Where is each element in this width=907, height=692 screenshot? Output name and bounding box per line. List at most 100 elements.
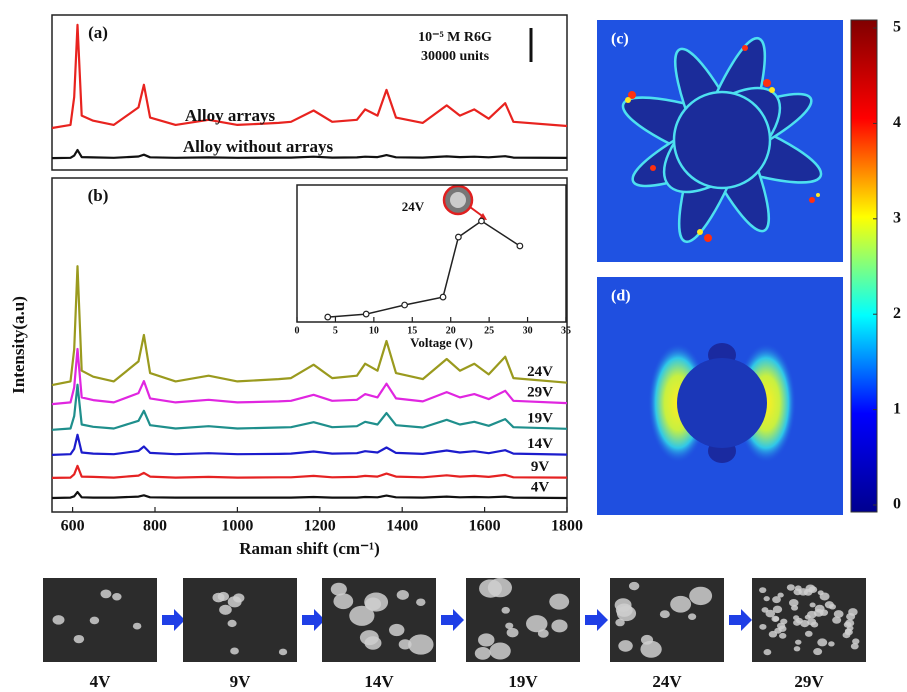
- sem-particle: [279, 649, 287, 656]
- x-tick-label: 1000: [221, 518, 253, 535]
- sem-particle: [629, 582, 639, 590]
- inset-icon: [444, 186, 487, 220]
- sem-particle: [813, 648, 822, 655]
- sem-particle: [828, 641, 835, 646]
- sem-particle: [787, 584, 795, 590]
- plot-frame: [297, 185, 566, 322]
- sem-particle: [478, 633, 494, 646]
- series-label: 24V: [527, 364, 553, 380]
- sem-particle: [538, 629, 549, 638]
- sem-particle: [670, 596, 691, 613]
- sem-particle: [365, 598, 381, 611]
- arrow: [585, 609, 608, 631]
- sem-image: [183, 578, 297, 662]
- sem-particle: [90, 617, 99, 625]
- x-tick-label: 30: [523, 325, 533, 336]
- x-axis-label: Voltage (V): [410, 335, 473, 350]
- sem-particle: [759, 624, 766, 630]
- sem-particle: [847, 625, 854, 630]
- sem-particle: [490, 643, 511, 660]
- sem-particle: [689, 587, 712, 605]
- x-tick-label: 0: [295, 325, 300, 336]
- sem-particle: [852, 638, 859, 644]
- data-point: [363, 311, 369, 317]
- sem-particle: [397, 590, 409, 600]
- colorbar-tick-label: 5: [893, 19, 901, 36]
- panel-label: (a): [88, 23, 108, 42]
- panel-c: (c): [597, 20, 843, 262]
- sem-particle: [475, 647, 491, 660]
- sem-particle: [804, 589, 813, 596]
- data-point: [517, 243, 523, 249]
- sem-particle: [331, 583, 347, 596]
- sem-particle: [618, 640, 632, 652]
- sem-particle: [810, 603, 816, 608]
- sem-particle: [846, 613, 855, 620]
- series-label: 14V: [527, 436, 553, 452]
- series-label: Alloy without arrays: [183, 137, 334, 156]
- sem-particle: [219, 605, 232, 615]
- colorbar: [851, 20, 877, 512]
- annotation: 24V: [402, 199, 425, 214]
- spectrum: [52, 385, 567, 430]
- colorbar-tick-label: 2: [893, 305, 901, 322]
- sem-particle: [825, 601, 834, 608]
- sem-label: 14V: [364, 672, 394, 691]
- data-point: [325, 314, 331, 320]
- annotation: 30000 units: [421, 49, 490, 64]
- x-tick-label: 1200: [304, 518, 336, 535]
- y-axis-label: Intensity(a.u): [9, 296, 28, 394]
- x-tick-label: 1600: [469, 518, 501, 535]
- sem-label: 29V: [794, 672, 824, 691]
- colorbar-tick-label: 3: [893, 209, 901, 226]
- sem-particle: [834, 610, 844, 618]
- sem-particle: [794, 646, 801, 651]
- data-point: [440, 294, 446, 300]
- sem-particle: [764, 649, 772, 655]
- sem-particle: [228, 620, 237, 627]
- x-tick-label: 5: [333, 325, 338, 336]
- sem-particle: [505, 623, 513, 630]
- series-label: 19V: [527, 410, 553, 426]
- data-point: [456, 234, 462, 240]
- panel-label: (d): [611, 288, 631, 305]
- sem-particle: [759, 587, 766, 593]
- sem-particle: [688, 613, 696, 620]
- colorbar-tick-label: 0: [893, 496, 901, 513]
- sem-particle: [507, 628, 519, 637]
- sem-particle: [764, 596, 770, 601]
- panel-label: (c): [611, 31, 629, 48]
- arrow: [729, 609, 752, 631]
- series-label: 9V: [531, 459, 550, 475]
- sem-particle: [112, 593, 121, 601]
- sem-particle: [777, 623, 785, 630]
- sem-particle: [479, 579, 502, 597]
- x-tick-label: 1800: [551, 518, 583, 535]
- sem-particle: [817, 638, 827, 646]
- sem-particle: [769, 631, 777, 638]
- sem-particle: [228, 596, 242, 607]
- sem-particle: [617, 606, 636, 621]
- arrow: [302, 609, 325, 631]
- panel-d: (d): [597, 277, 843, 515]
- trend-line: [328, 221, 520, 317]
- sem-particle: [777, 593, 783, 598]
- sem-particle: [779, 633, 786, 639]
- sem-particle: [230, 647, 239, 654]
- sem-particle: [843, 632, 851, 638]
- data-point: [479, 218, 485, 224]
- sem-label: 24V: [652, 672, 682, 691]
- arrow: [441, 609, 464, 631]
- sem-label: 19V: [508, 672, 538, 691]
- series-label: 29V: [527, 385, 553, 401]
- figure: (c) (d) 4V9V14V19V24V29V (a)Alloy arrays…: [0, 0, 907, 692]
- spectrum: [52, 435, 567, 455]
- sem-particle: [762, 607, 769, 613]
- sem-particle: [771, 616, 779, 622]
- sem-particle: [805, 615, 811, 620]
- x-axis-label: Raman shift (cm⁻¹): [239, 539, 380, 558]
- sem-particle: [795, 640, 801, 645]
- x-tick-label: 800: [143, 518, 167, 535]
- sem-particle: [218, 592, 229, 601]
